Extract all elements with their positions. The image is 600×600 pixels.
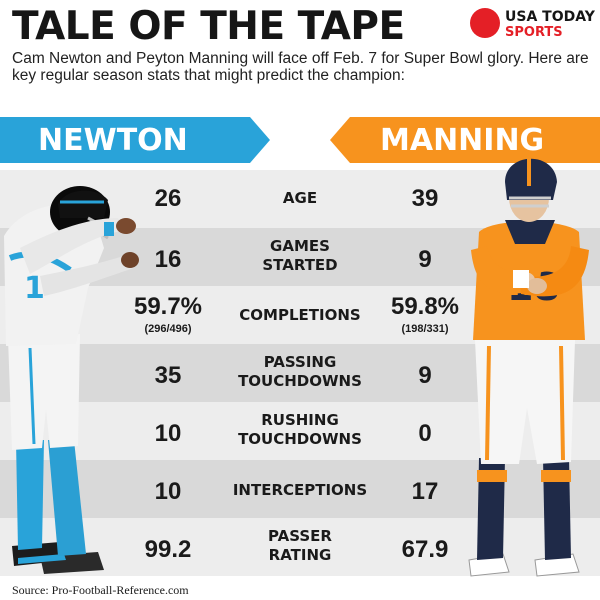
newton-rushing-touchdowns: 10	[154, 420, 182, 447]
source-note: Source: Pro-Football-Reference.com	[12, 583, 189, 597]
manning-rushing-touchdowns: 0	[418, 420, 432, 447]
stat-label-passer-rating: PASSER RATING	[268, 527, 332, 564]
newton-completions-detail: (296/496)	[144, 323, 192, 335]
brand-name: USA TODAY	[505, 9, 595, 25]
brand-section: SPORTS	[505, 25, 563, 40]
manning-passing-touchdowns: 9	[418, 362, 432, 389]
manning-banner: MANNING	[330, 117, 600, 163]
newton-jersey-number: 1	[24, 271, 45, 306]
newton-games-started: 16	[154, 246, 182, 273]
stat-label-passing-touchdowns: PASSING TOUCHDOWNS	[238, 353, 362, 390]
newton-name: NEWTON	[38, 122, 188, 158]
manning-interceptions: 17	[411, 478, 439, 505]
manning-photo: 18	[468, 154, 589, 577]
newton-interceptions: 10	[154, 478, 182, 505]
stat-label-interceptions: INTERCEPTIONS	[232, 481, 368, 499]
stat-label-completions: COMPLETIONS	[239, 306, 361, 324]
manning-games-started: 9	[418, 246, 432, 273]
manning-completions-detail: (198/331)	[401, 323, 449, 335]
usa-today-sports-logo: USA TODAY SPORTS	[470, 6, 595, 42]
newton-passer-rating: 99.2	[144, 536, 192, 563]
newton-age: 26	[154, 185, 182, 212]
stat-label-games-started: GAMES STARTED	[262, 237, 338, 274]
manning-name: MANNING	[380, 122, 545, 158]
page-title: TALE OF THE TAPE	[12, 4, 405, 49]
intro-text: Cam Newton and Peyton Manning will face …	[12, 50, 589, 84]
newton-passing-touchdowns: 35	[154, 362, 182, 389]
newton-completions: 59.7%	[133, 293, 203, 320]
newton-photo: 1	[4, 186, 139, 574]
manning-passer-rating: 67.9	[401, 536, 449, 563]
newton-banner: NEWTON	[0, 117, 270, 163]
manning-age: 39	[411, 185, 439, 212]
stat-label-age: AGE	[282, 189, 318, 207]
brand-dot-icon	[470, 8, 500, 38]
manning-completions: 59.8%	[390, 293, 460, 320]
stat-label-rushing-touchdowns: RUSHING TOUCHDOWNS	[238, 411, 362, 448]
